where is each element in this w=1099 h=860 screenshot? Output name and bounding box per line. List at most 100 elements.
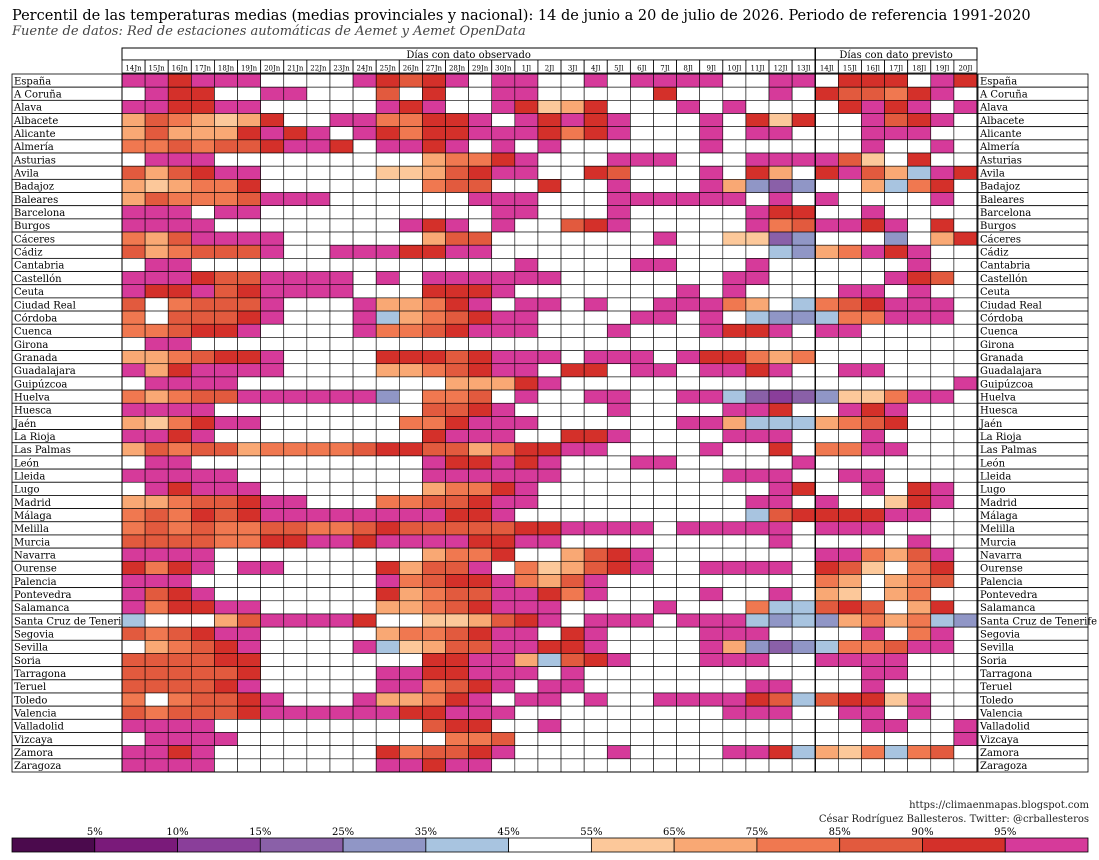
row-label-left: Girona — [14, 340, 48, 351]
row-label-right: Baleares — [980, 195, 1024, 206]
row-label-left: Asturias — [13, 155, 56, 166]
row-label-left: Albacete — [13, 116, 58, 127]
row-label-left: Córdoba — [14, 313, 57, 324]
legend-swatch — [673, 837, 758, 853]
date-label: 28Jn — [449, 65, 466, 73]
legend-swatch — [94, 837, 178, 853]
row-label-right: Burgos — [980, 221, 1016, 232]
date-label: 17Jl — [889, 65, 904, 73]
date-label: 18Jl — [912, 65, 927, 73]
row-label-left: Cádiz — [14, 248, 42, 259]
date-label: 17Jn — [195, 65, 212, 73]
legend-label: 15% — [249, 827, 271, 838]
date-label: 27Jn — [426, 65, 443, 73]
row-label-left: Castellón — [14, 274, 62, 285]
legend-label: 75% — [746, 827, 768, 838]
row-label-left: A Coruña — [13, 90, 62, 101]
row-label-left: Granada — [14, 353, 58, 364]
row-label-left: Barcelona — [14, 208, 65, 219]
row-label-right: Córdoba — [980, 313, 1023, 324]
date-label: 29Jn — [472, 65, 489, 73]
row-label-left: Alicante — [13, 129, 56, 140]
legend-swatch — [590, 837, 675, 853]
row-label-left: Baleares — [14, 195, 58, 206]
date-label: 24Jn — [357, 65, 374, 73]
row-label-left: Cantabria — [14, 261, 64, 272]
row-label-right: España — [980, 76, 1017, 87]
legend-swatch — [756, 837, 841, 853]
date-label: 4Jl — [591, 65, 601, 73]
date-label: 21Jn — [287, 65, 304, 73]
date-label: 8Jl — [683, 65, 693, 73]
legend-label: 55% — [580, 827, 602, 838]
row-label-left: Guadalajara — [14, 366, 76, 377]
date-label: 13Jl — [797, 65, 812, 73]
group-header-label: Días con dato previsto — [839, 50, 952, 61]
row-label-right: Almería — [979, 142, 1020, 153]
date-label: 18Jn — [218, 65, 235, 73]
date-label: 23Jn — [333, 65, 350, 73]
date-label: 20Jl — [958, 65, 973, 73]
row-label-right: Badajoz — [980, 182, 1020, 193]
row-label-left: Avila — [13, 169, 39, 180]
legend-swatch — [508, 837, 592, 853]
date-label: 11Jl — [750, 65, 765, 73]
legend-label: 85% — [829, 827, 851, 838]
legend-label: 35% — [415, 827, 437, 838]
row-label-right: Cáceres — [980, 234, 1021, 245]
date-label: 12Jl — [774, 65, 789, 73]
row-label-left: Alava — [13, 103, 42, 114]
date-label: 15Jl — [843, 65, 858, 73]
legend-swatch — [259, 837, 344, 853]
legend-swatch — [342, 837, 427, 853]
legend-label: 10% — [166, 827, 188, 838]
row-label-right: Guadalajara — [980, 366, 1042, 377]
row-label-right: Cantabria — [980, 261, 1030, 272]
row-label-right: Avila — [979, 169, 1005, 180]
date-label: 14Jl — [820, 65, 835, 73]
row-label-right: Alava — [979, 103, 1008, 114]
date-label: 22Jn — [310, 65, 327, 73]
row-label-left: Badajoz — [14, 182, 54, 193]
row-label-left: Almería — [13, 142, 54, 153]
date-label: 9Jl — [707, 65, 717, 73]
row-label-right: Castellón — [980, 274, 1028, 285]
legend-label: 25% — [332, 827, 354, 838]
legend-swatch — [11, 837, 96, 853]
date-label: 15Jn — [149, 65, 166, 73]
date-label: 2Jl — [545, 65, 555, 73]
row-label-right: Cádiz — [980, 248, 1008, 259]
row-label-right: Barcelona — [980, 208, 1031, 219]
group-header-label: Días con dato observado — [406, 50, 531, 61]
date-label: 6Jl — [637, 65, 647, 73]
row-label-right: Ciudad Real — [980, 300, 1042, 311]
date-label: 3Jl — [568, 65, 578, 73]
date-label: 19Jn — [241, 65, 258, 73]
legend-swatch — [1004, 837, 1089, 853]
chart-title: Percentil de las temperaturas medias (me… — [12, 8, 1031, 24]
row-label-left: España — [14, 76, 51, 87]
legend-label: 5% — [87, 827, 103, 838]
date-label: 7Jl — [660, 65, 670, 73]
legend-label: 90% — [911, 827, 933, 838]
date-label: 16Jn — [172, 65, 189, 73]
legend-label: 65% — [663, 827, 685, 838]
row-label-left: Ceuta — [14, 287, 44, 298]
row-label-right: Asturias — [979, 155, 1022, 166]
row-label-right: A Coruña — [979, 90, 1028, 101]
legend-swatch — [839, 837, 923, 853]
row-label-left: Burgos — [14, 221, 50, 232]
legend-label: 95% — [994, 827, 1016, 838]
date-label: 10Jl — [727, 65, 742, 73]
date-label: 5Jl — [614, 65, 624, 73]
date-label: 19Jl — [935, 65, 950, 73]
row-label-right: Alicante — [979, 129, 1022, 140]
legend-swatch — [177, 837, 261, 853]
legend-swatch — [922, 837, 1006, 853]
legend-swatch — [425, 837, 510, 853]
row-label-left: Cuenca — [14, 327, 52, 338]
row-label-left: Cáceres — [14, 234, 55, 245]
row-label-right: Ceuta — [980, 287, 1010, 298]
row-label-right: Albacete — [979, 116, 1024, 127]
